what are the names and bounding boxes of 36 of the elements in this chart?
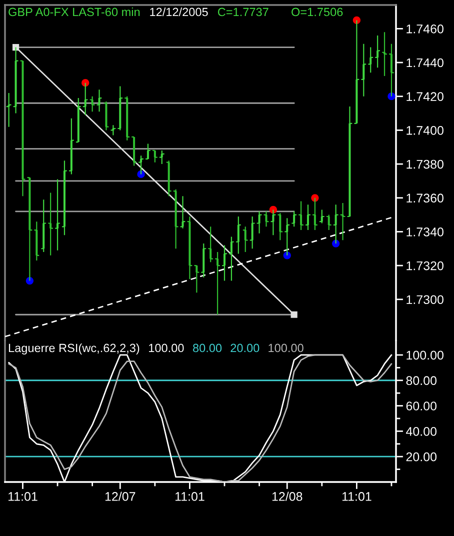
annotation: C=1.7737 [218, 8, 268, 16]
annotation: O=1.7506 [292, 8, 343, 16]
y-tick-label: 1.7300 [406, 295, 444, 304]
point [332, 240, 340, 248]
y-tick-label: 100.00 [406, 350, 444, 360]
point [352, 16, 360, 24]
candlestick [340, 202, 346, 240]
candlestick [96, 90, 102, 112]
y-tick-label: 1.7440 [406, 58, 444, 68]
point [290, 311, 298, 318]
x-tick-label: 11:01 [8, 492, 38, 501]
series-label: 100.00 [149, 344, 184, 352]
y-tick-label: 1.7380 [406, 160, 444, 169]
x-tick-label: 11:01 [342, 492, 372, 501]
point [26, 276, 34, 285]
y-tick-label: 20.00 [406, 452, 437, 462]
chart-title: GBP A0-FX LAST-60 min [8, 8, 140, 16]
y-tick-label: 80.00 [406, 376, 437, 386]
ref-line-label: 20.00 [230, 344, 260, 352]
ref-line-label: 80.00 [193, 344, 222, 352]
chart-title: Laguerre RSI(wc,.62,2,3) [8, 343, 140, 354]
y-tick-label: 60.00 [406, 402, 437, 410]
x-tick-label: 12/07 [105, 492, 136, 501]
y-tick-label: 1.7320 [406, 261, 444, 270]
y-tick-label: 40.00 [406, 426, 437, 436]
y-tick-label: 1.7400 [406, 126, 444, 135]
x-tick-label: 12/08 [272, 492, 302, 501]
y-tick-label: 1.7460 [406, 24, 444, 34]
x-tick-label: 11:01 [175, 492, 204, 501]
y-tick-label: 1.7340 [406, 228, 444, 236]
series-label: 100.00 [268, 344, 304, 352]
y-tick-label: 1.7360 [406, 194, 444, 203]
point [82, 79, 90, 87]
y-tick-label: 1.7420 [406, 92, 444, 102]
candlestick [180, 196, 186, 228]
chart-subtitle: 12/12/2005 [150, 8, 208, 16]
